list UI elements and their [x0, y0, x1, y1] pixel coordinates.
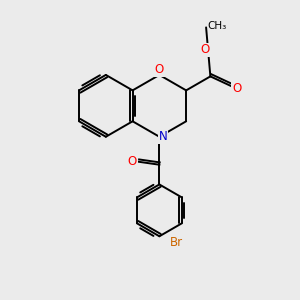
- Text: O: O: [155, 63, 164, 76]
- Text: O: O: [201, 44, 210, 56]
- Text: Br: Br: [170, 236, 183, 249]
- Text: CH₃: CH₃: [208, 21, 227, 31]
- Text: O: O: [232, 82, 241, 95]
- Text: O: O: [128, 155, 137, 168]
- Text: N: N: [158, 130, 167, 143]
